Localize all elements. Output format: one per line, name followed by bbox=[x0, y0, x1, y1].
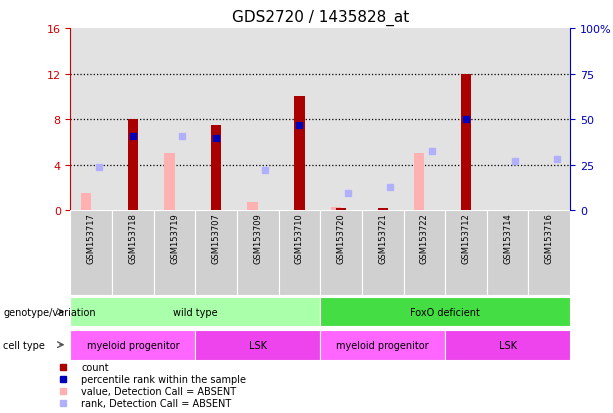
Bar bbox=[70, 297, 321, 327]
Bar bbox=[70, 330, 196, 360]
Bar bbox=[321, 330, 445, 360]
Bar bbox=[164, 154, 175, 211]
Bar bbox=[70, 29, 112, 211]
Bar bbox=[403, 29, 445, 211]
Text: GSM153712: GSM153712 bbox=[462, 212, 471, 263]
Text: wild type: wild type bbox=[173, 307, 218, 317]
Text: myeloid progenitor: myeloid progenitor bbox=[86, 340, 179, 350]
Text: GSM153707: GSM153707 bbox=[211, 212, 221, 263]
Bar bbox=[487, 211, 528, 295]
Text: count: count bbox=[82, 362, 109, 372]
Bar bbox=[403, 211, 445, 295]
Text: GSM153722: GSM153722 bbox=[420, 212, 429, 263]
Bar bbox=[445, 211, 487, 295]
Text: genotype/variation: genotype/variation bbox=[3, 307, 96, 317]
Text: GSM153720: GSM153720 bbox=[337, 212, 346, 263]
Bar bbox=[294, 97, 305, 211]
Bar bbox=[445, 330, 570, 360]
Text: FoxO deficient: FoxO deficient bbox=[410, 307, 480, 317]
Bar bbox=[321, 29, 362, 211]
Bar bbox=[321, 297, 570, 327]
Bar bbox=[81, 194, 91, 211]
Bar bbox=[330, 207, 341, 211]
Bar bbox=[279, 211, 321, 295]
Text: GSM153714: GSM153714 bbox=[503, 212, 512, 263]
Bar bbox=[211, 126, 221, 211]
Text: value, Detection Call = ABSENT: value, Detection Call = ABSENT bbox=[82, 386, 237, 396]
Bar bbox=[378, 209, 388, 211]
Text: GSM153710: GSM153710 bbox=[295, 212, 304, 263]
Bar bbox=[128, 120, 138, 211]
Bar bbox=[154, 211, 196, 295]
Text: GSM153716: GSM153716 bbox=[545, 212, 554, 263]
Text: rank, Detection Call = ABSENT: rank, Detection Call = ABSENT bbox=[82, 398, 232, 408]
Bar bbox=[196, 330, 321, 360]
Bar bbox=[445, 29, 487, 211]
Bar bbox=[70, 211, 112, 295]
Text: GSM153721: GSM153721 bbox=[378, 212, 387, 263]
Text: GSM153718: GSM153718 bbox=[129, 212, 137, 263]
Bar bbox=[321, 211, 362, 295]
Bar bbox=[237, 29, 279, 211]
Bar bbox=[414, 154, 424, 211]
Text: GSM153717: GSM153717 bbox=[87, 212, 96, 263]
Text: LSK: LSK bbox=[498, 340, 517, 350]
Bar bbox=[196, 211, 237, 295]
Text: percentile rank within the sample: percentile rank within the sample bbox=[82, 374, 246, 384]
Bar bbox=[362, 29, 403, 211]
Bar bbox=[112, 29, 154, 211]
Bar bbox=[112, 211, 154, 295]
Text: cell type: cell type bbox=[3, 340, 45, 350]
Bar bbox=[248, 203, 258, 211]
Title: GDS2720 / 1435828_at: GDS2720 / 1435828_at bbox=[232, 10, 409, 26]
Bar bbox=[487, 29, 528, 211]
Text: GSM153719: GSM153719 bbox=[170, 212, 179, 263]
Text: myeloid progenitor: myeloid progenitor bbox=[337, 340, 429, 350]
Bar bbox=[336, 209, 346, 211]
Bar bbox=[237, 211, 279, 295]
Bar bbox=[154, 29, 196, 211]
Text: LSK: LSK bbox=[249, 340, 267, 350]
Bar bbox=[279, 29, 321, 211]
Bar bbox=[461, 74, 471, 211]
Bar bbox=[196, 29, 237, 211]
Text: GSM153709: GSM153709 bbox=[253, 212, 262, 263]
Bar bbox=[528, 29, 570, 211]
Bar bbox=[528, 211, 570, 295]
Bar bbox=[362, 211, 403, 295]
